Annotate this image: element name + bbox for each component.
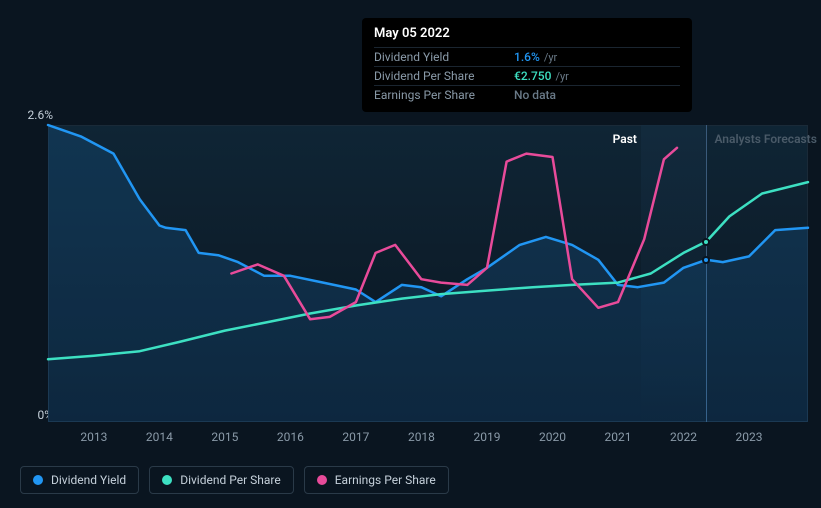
tooltip-row: Dividend Per Share€2.750/yr xyxy=(374,66,680,85)
tooltip-rows: Dividend Yield1.6%/yrDividend Per Share€… xyxy=(374,47,680,104)
legend: Dividend Yield Dividend Per Share Earnings… xyxy=(20,466,449,494)
x-tick: 2016 xyxy=(277,430,304,444)
chart-svg xyxy=(48,125,808,422)
x-tick: 2020 xyxy=(539,430,566,444)
chart-tooltip: May 05 2022 Dividend Yield1.6%/yrDividen… xyxy=(362,18,692,112)
tooltip-row-value: No data xyxy=(514,88,556,102)
x-tick: 2021 xyxy=(605,430,632,444)
legend-label: Earnings Per Share xyxy=(335,473,436,487)
x-tick: 2023 xyxy=(736,430,763,444)
y-axis-max: 2.6% xyxy=(28,108,53,122)
tooltip-row: Earnings Per ShareNo data xyxy=(374,85,680,104)
tooltip-row-label: Dividend Per Share xyxy=(374,69,514,83)
chart-area[interactable] xyxy=(48,125,808,422)
legend-dot-icon xyxy=(162,475,172,485)
tooltip-row-label: Dividend Yield xyxy=(374,50,514,64)
x-tick: 2017 xyxy=(342,430,369,444)
legend-item[interactable]: Dividend Yield xyxy=(20,466,139,494)
legend-dot-icon xyxy=(33,475,43,485)
legend-item[interactable]: Earnings Per Share xyxy=(304,466,449,494)
x-tick: 2015 xyxy=(211,430,238,444)
x-tick: 2019 xyxy=(473,430,500,444)
past-label: Past xyxy=(613,132,637,146)
legend-item[interactable]: Dividend Per Share xyxy=(149,466,294,494)
x-tick: 2018 xyxy=(408,430,435,444)
tooltip-row-suffix: /yr xyxy=(555,70,568,83)
legend-dot-icon xyxy=(317,475,327,485)
tooltip-row-label: Earnings Per Share xyxy=(374,88,514,102)
series-marker xyxy=(702,256,710,264)
x-tick: 2013 xyxy=(80,430,107,444)
tooltip-row: Dividend Yield1.6% /yr xyxy=(374,47,680,66)
x-axis: 2013 2014 2015 2016 2017 2018 2019 2020 2021 2022… xyxy=(48,430,808,450)
legend-label: Dividend Per Share xyxy=(180,473,281,487)
tooltip-date: May 05 2022 xyxy=(374,26,680,41)
series-marker xyxy=(702,238,710,246)
x-tick: 2022 xyxy=(670,430,697,444)
x-tick: 2014 xyxy=(146,430,173,444)
tooltip-row-value: 1.6% xyxy=(514,50,540,64)
forecast-label: Analysts Forecasts xyxy=(714,132,816,146)
tooltip-row-value: €2.750 xyxy=(514,69,551,83)
legend-label: Dividend Yield xyxy=(51,473,126,487)
tooltip-row-suffix: /yr xyxy=(544,51,557,64)
